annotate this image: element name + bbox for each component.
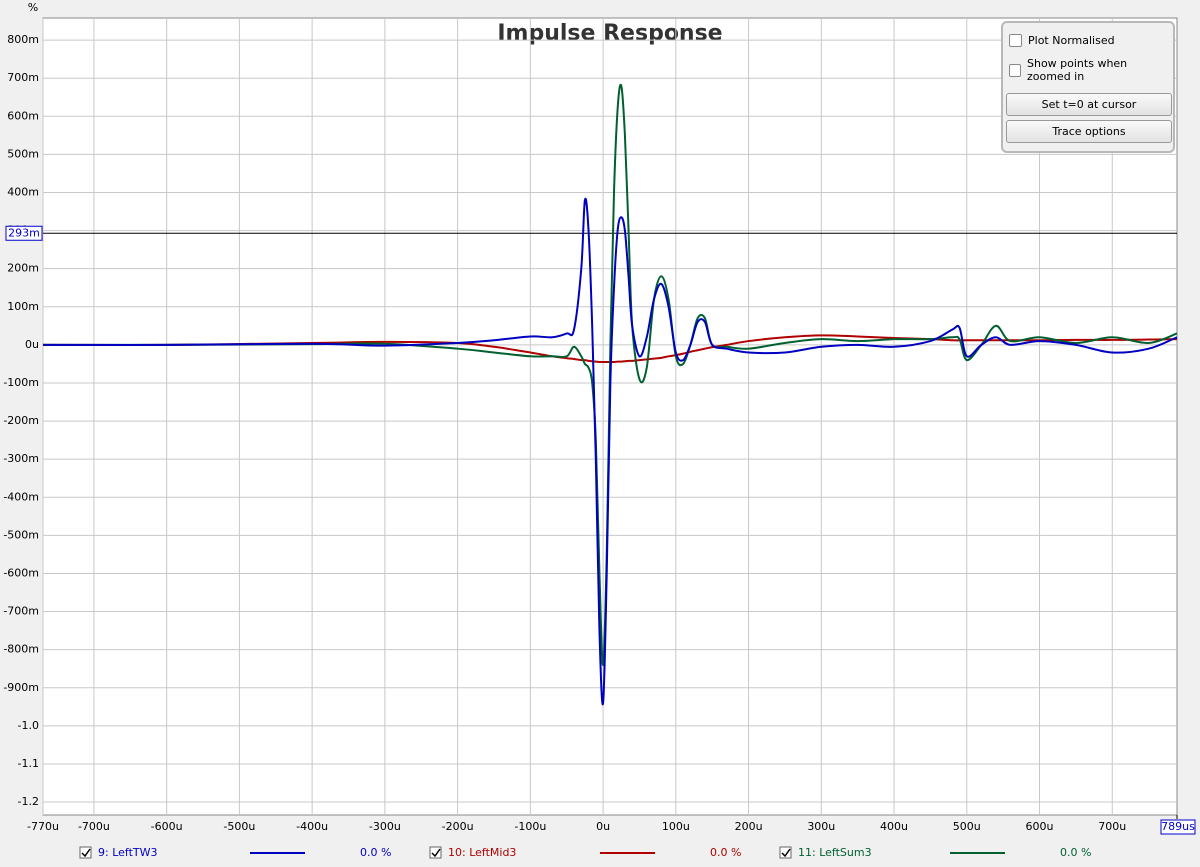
y-tick-label: 400m	[7, 185, 39, 198]
x-tick-label: -300u	[369, 820, 401, 833]
x-tick-label: 500u	[953, 820, 981, 833]
y-tick-label: -700m	[3, 605, 39, 618]
legend-check	[431, 848, 441, 858]
legend-checkbox	[429, 846, 442, 859]
legend-label: 9: LeftTW3	[98, 846, 158, 859]
y-unit: %	[28, 1, 38, 14]
y-tick-label: -1.1	[18, 757, 39, 770]
x-tick-label: -600u	[151, 820, 183, 833]
legend-label: 11: LeftSum3	[798, 846, 872, 859]
checkbox[interactable]: Plot Normalised	[1009, 34, 1115, 47]
y-tick-label: 600m	[7, 109, 39, 122]
legend-readout: 0.0 %	[1060, 846, 1091, 859]
y-tick-label: -500m	[3, 528, 39, 541]
y-tick-label: 700m	[7, 71, 39, 84]
x-tick-label: -400u	[296, 820, 328, 833]
legend-checkbox	[779, 846, 792, 859]
cursor-label-box	[1160, 819, 1196, 835]
legend-readout: 0.0 %	[360, 846, 391, 859]
x-tick-label: 700u	[1098, 820, 1126, 833]
button[interactable]: Set t=0 at cursor	[1006, 93, 1172, 116]
x-tick-label: 300u	[807, 820, 835, 833]
x-tick-label: 400u	[880, 820, 908, 833]
cursor-label: 293m	[8, 226, 40, 239]
y-tick-label: -900m	[3, 681, 39, 694]
y-tick-label: -1.2	[18, 795, 39, 808]
y-tick-label: -200m	[3, 414, 39, 427]
x-tick-label: 100u	[662, 820, 690, 833]
x-tick-label: -700u	[78, 820, 110, 833]
x-tick-label: -500u	[223, 820, 255, 833]
checkbox-label: Plot Normalised	[1028, 34, 1115, 47]
y-tick-label: 800m	[7, 33, 39, 46]
x-tick-label: -100u	[514, 820, 546, 833]
y-tick-label: 0u	[25, 338, 39, 351]
checkbox-label: Show points when zoomed in	[1026, 57, 1128, 83]
y-tick-label: -800m	[3, 643, 39, 656]
series-line	[42, 197, 1178, 706]
y-tick-label: -100m	[3, 376, 39, 389]
y-tick-label: 200m	[7, 262, 39, 275]
checkbox[interactable]: Show points when zoomed in	[1009, 57, 1173, 83]
y-tick-label: -400m	[3, 490, 39, 503]
legend-check	[781, 848, 791, 858]
y-tick-label: 100m	[7, 300, 39, 313]
cursor-label: 789us	[1161, 820, 1195, 833]
x-tick-label: -770u	[27, 820, 59, 833]
control-panel: Plot Normalised Show points when zoomed …	[1001, 21, 1175, 153]
y-tick-label: -1.0	[18, 719, 39, 732]
legend-check	[81, 848, 91, 858]
chart-title: Impulse Response	[497, 21, 722, 46]
legend-checkbox	[79, 846, 92, 859]
x-tick-label: -200u	[442, 820, 474, 833]
x-tick-label: 600u	[1026, 820, 1054, 833]
x-tick-label: 0u	[596, 820, 610, 833]
y-tick-label: -600m	[3, 566, 39, 579]
y-tick-label: -300m	[3, 452, 39, 465]
legend-label: 10: LeftMid3	[448, 846, 516, 859]
series-line	[42, 83, 1178, 666]
legend-readout: 0.0 %	[710, 846, 741, 859]
cursor-label-box	[5, 225, 43, 241]
x-tick-label: 200u	[735, 820, 763, 833]
y-tick-label: 500m	[7, 147, 39, 160]
button[interactable]: Trace options	[1006, 120, 1172, 143]
